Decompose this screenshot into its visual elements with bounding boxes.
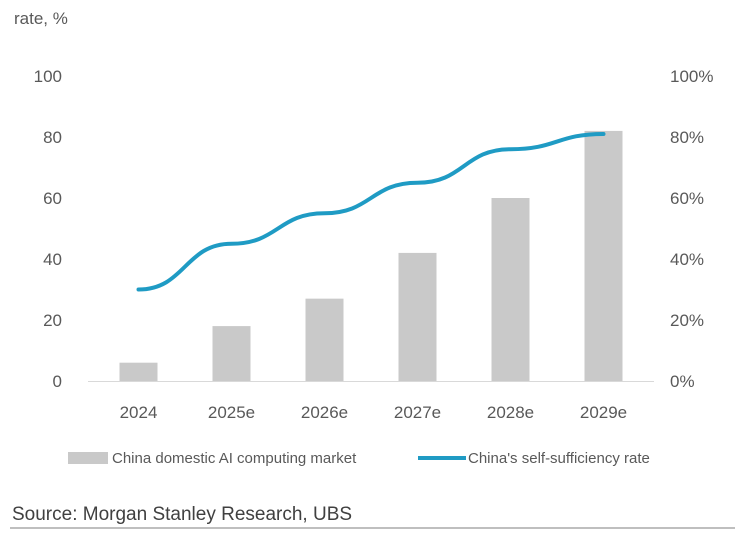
x-axis: 2024 2025e 2026e 2027e 2028e 2029e <box>120 403 628 422</box>
x-tick-label: 2029e <box>580 403 627 422</box>
right-tick-label: 100% <box>670 67 713 86</box>
bar <box>119 362 158 381</box>
right-axis: 0% 20% 40% 60% 80% 100% <box>670 67 713 391</box>
left-tick-label: 60 <box>43 189 62 208</box>
right-tick-label: 60% <box>670 189 704 208</box>
left-tick-label: 80 <box>43 128 62 147</box>
left-axis: 0 20 40 60 80 100 <box>34 67 62 391</box>
legend-bar-label: China domestic AI computing market <box>112 450 357 467</box>
x-tick-label: 2028e <box>487 403 534 422</box>
self-sufficiency-line <box>136 131 606 292</box>
x-tick-label: 2026e <box>301 403 348 422</box>
bar <box>212 326 251 381</box>
left-tick-label: 20 <box>43 311 62 330</box>
right-tick-label: 80% <box>670 128 704 147</box>
x-tick-label: 2024 <box>120 403 158 422</box>
x-tick-label: 2027e <box>394 403 441 422</box>
left-tick-label: 40 <box>43 250 62 269</box>
bar <box>491 198 530 381</box>
left-tick-label: 0 <box>53 372 62 391</box>
source-note: Source: Morgan Stanley Research, UBS <box>12 504 352 525</box>
legend: China domestic AI computing market China… <box>68 450 650 467</box>
legend-bar-swatch <box>68 452 108 464</box>
bar <box>584 130 623 381</box>
bar <box>398 252 437 381</box>
bar-series <box>119 130 623 381</box>
legend-line-label: China's self-sufficiency rate <box>468 450 650 467</box>
right-tick-label: 40% <box>670 250 704 269</box>
right-tick-label: 0% <box>670 372 695 391</box>
right-tick-label: 20% <box>670 311 704 330</box>
x-tick-label: 2025e <box>208 403 255 422</box>
top-caption: rate, % <box>14 9 68 28</box>
left-tick-label: 100 <box>34 67 62 86</box>
bar <box>305 298 344 381</box>
